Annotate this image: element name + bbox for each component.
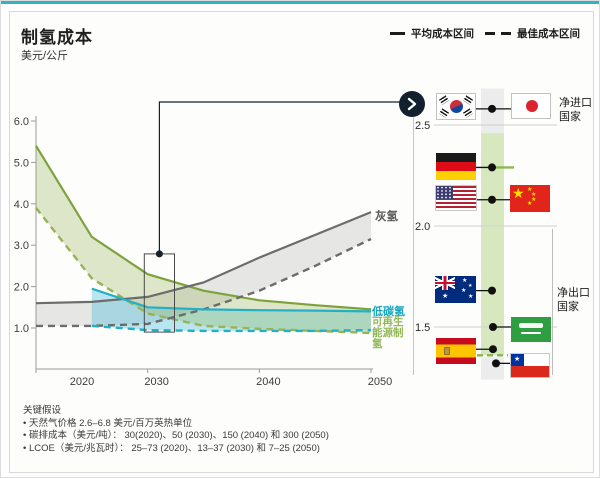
x-tick-label: 2020	[70, 376, 94, 388]
dashed-line-swatch-icon	[485, 32, 511, 35]
flag-spain-icon	[436, 338, 476, 364]
y-tick-label: 5.0	[14, 157, 29, 169]
zoom-detail-button[interactable]	[399, 91, 425, 117]
zoom-y-tick-label: 2.0	[415, 221, 430, 233]
country-dot-spain	[489, 345, 497, 354]
flag-south-korea-icon	[436, 93, 476, 120]
band-renewable-avg	[36, 145, 371, 333]
solid-line-swatch-icon	[390, 32, 405, 35]
legend-item-average: 平均成本区间	[390, 26, 474, 41]
y-tick-label: 4.0	[14, 199, 29, 211]
footnotes: 关键假设 • 天然气价格 2.6–6.8 美元/百万英热单位 • 碳排成本（美元…	[23, 405, 329, 455]
flag-united-states-icon	[435, 185, 477, 211]
country-dot-south-korea-japan	[488, 104, 496, 113]
legend-item-best: 最佳成本区间	[485, 26, 580, 41]
y-tick-label: 1.0	[14, 323, 29, 335]
footnote-item: • 天然气价格 2.6–6.8 美元/百万英热单位	[23, 417, 193, 429]
footnote-item: • LCOE（美元/兆瓦时）： 25–73 (2020)、13–37 (2030…	[23, 442, 320, 454]
net-importers-label: 净进口国家	[559, 97, 592, 123]
country-dot-chile	[492, 359, 500, 368]
shahada-script	[519, 323, 543, 328]
x-tick-label: 2050	[368, 376, 392, 388]
series-grey-avg	[35, 211, 372, 305]
chart-card	[9, 11, 594, 473]
country-dot-germany	[488, 163, 496, 172]
chevron-right-icon	[407, 97, 417, 111]
chart-legend: 平均成本区间 最佳成本区间	[390, 26, 580, 41]
coat-of-arms-icon	[444, 347, 450, 355]
y-tick-label: 2.0	[14, 282, 29, 294]
footnote-item: • 碳排成本（美元/吨）： 30(2020)、50 (2030)、150 (20…	[23, 430, 329, 441]
country-dot-united-states-china	[488, 195, 496, 204]
legend-best-label: 最佳成本区间	[517, 28, 580, 40]
series-label-renewable-hydrogen: 可再生能源制氢	[372, 316, 404, 350]
page-title: 制氢成本	[21, 28, 93, 47]
stars-canton	[436, 186, 453, 199]
series-label-grey-hydrogen: 灰氢	[375, 211, 398, 223]
flag-china-icon: ★ ★ ★ ★ ★	[510, 185, 550, 212]
x-tick-label: 2030	[144, 376, 168, 388]
series-renewable-avg	[35, 145, 372, 311]
x-tick-label: 2040	[256, 376, 280, 388]
y-tick-label: 3.0	[14, 240, 29, 252]
union-jack-canton	[435, 276, 455, 290]
zoom-band-grey	[481, 357, 504, 380]
flag-australia-icon: ★ ★ ★ ★ ★	[435, 276, 476, 303]
country-dot-australia	[488, 286, 496, 295]
band-grey-avg	[36, 212, 371, 326]
chart-unit-label: 美元/公斤	[21, 50, 69, 62]
flag-saudi-arabia-icon	[511, 317, 551, 342]
footnotes-heading: 关键假设	[23, 405, 62, 416]
taegeuk-icon	[450, 100, 463, 113]
series-lowcarbon-avg	[91, 287, 372, 313]
accent-top-bar	[1, 1, 599, 4]
callout-dot	[155, 250, 163, 258]
zoom-y-tick-label: 2.5	[415, 120, 430, 132]
zoom-band-green	[481, 133, 504, 356]
rising-sun-icon	[526, 100, 538, 112]
country-dot-saudi-arabia	[489, 323, 497, 331]
net-exporters-label: 净出口国家	[557, 287, 590, 313]
legend-average-label: 平均成本区间	[411, 28, 474, 40]
series-label-low-carbon-hydrogen: 低碳氢	[372, 306, 405, 318]
series-renewable-best	[35, 207, 372, 335]
y-tick-label: 6.0	[14, 116, 29, 128]
series-lowcarbon-best	[91, 324, 372, 333]
sword-icon	[521, 332, 541, 334]
zoom-y-tick-label: 1.5	[415, 322, 430, 334]
flag-chile-icon: ★	[510, 353, 550, 378]
flag-japan-icon	[511, 93, 551, 119]
callout-connector	[158, 101, 400, 254]
flag-germany-icon	[436, 153, 476, 180]
